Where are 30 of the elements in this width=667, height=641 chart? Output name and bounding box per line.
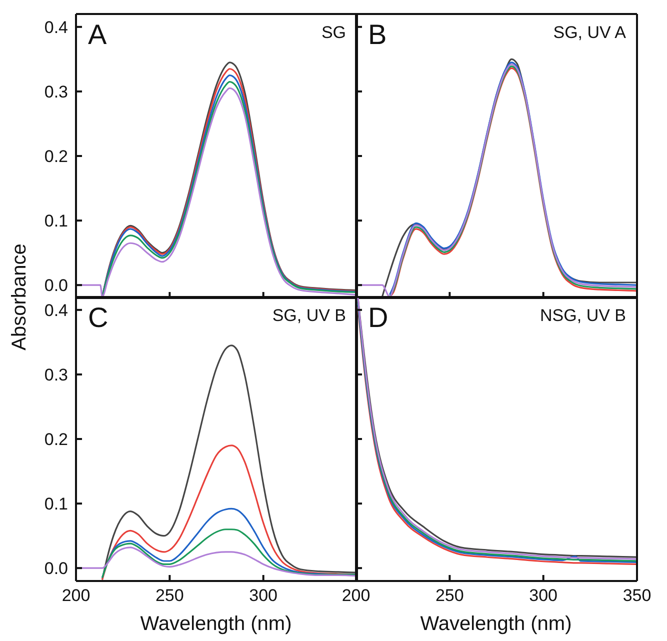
y-tick-label: 0.0 [44, 559, 68, 578]
line-series [101, 528, 357, 579]
y-axis-title: Absorbance [8, 244, 30, 350]
y-tick-label: 0.4 [44, 300, 68, 320]
y-tick-label: 0.0 [44, 276, 68, 296]
x-tick-label: 300 [529, 586, 558, 606]
line-series [101, 344, 357, 581]
annotation: C [88, 302, 108, 334]
y-tick-label: 0.4 [44, 18, 68, 37]
x-tick-label: 250 [435, 586, 464, 606]
text: NSG, UV B [540, 306, 626, 326]
text: SG, UV A [553, 23, 626, 43]
y-tick-label: 0.1 [44, 494, 68, 514]
x-tick-label: 300 [249, 586, 278, 606]
y-tick-label: 0.3 [44, 82, 68, 102]
x-axis-title: Wavelength (nm) [419, 613, 573, 636]
x-tick-label: 200 [62, 586, 90, 606]
y-tick-label: 0.2 [44, 147, 68, 166]
annotation: A [88, 19, 107, 51]
y-tick-label: 0.2 [44, 430, 68, 450]
x-tick-label: 350 [622, 586, 652, 606]
text: SG [321, 23, 346, 43]
y-tick-label: 0.3 [44, 365, 68, 384]
annotation: D [368, 302, 388, 334]
text: SG, UV B [272, 306, 346, 326]
x-axis-title: Wavelength (nm) [139, 613, 293, 636]
x-tick-label: 250 [155, 586, 184, 606]
x-tick-label: 200 [342, 586, 370, 606]
annotation: B [368, 19, 387, 51]
y-tick-label: 0.1 [44, 212, 68, 231]
